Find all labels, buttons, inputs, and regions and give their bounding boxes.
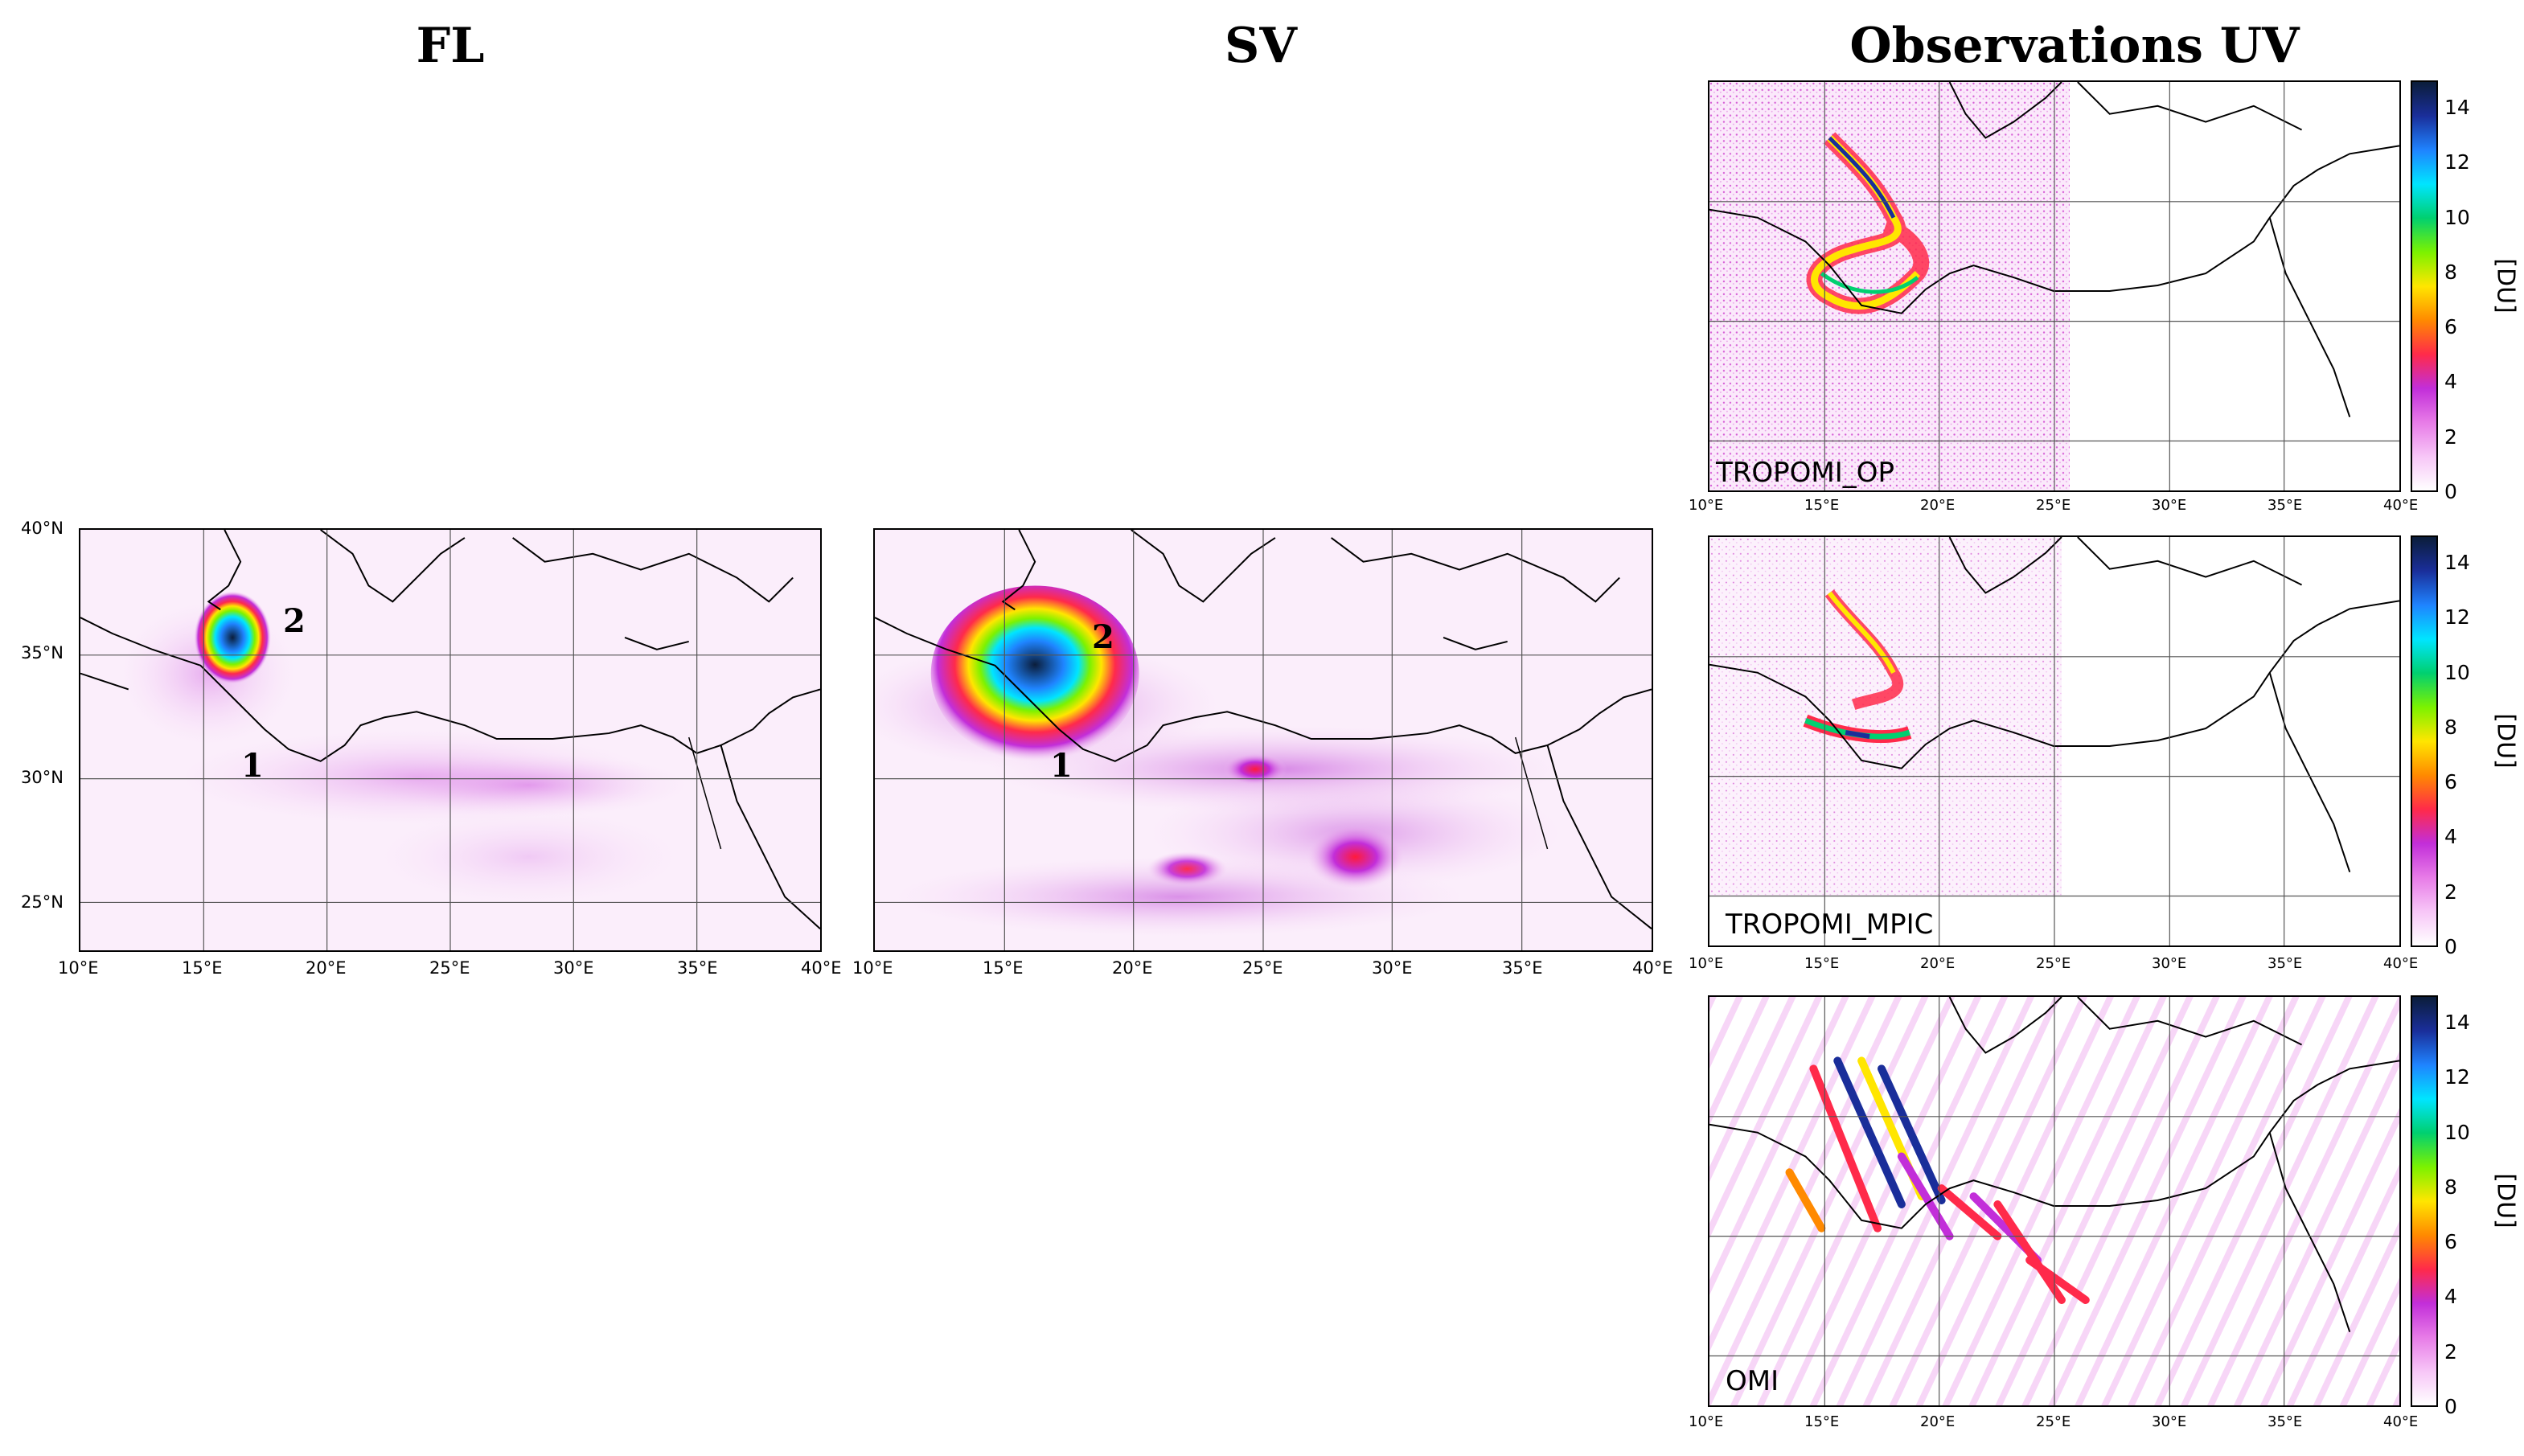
- lat-tick-25-fl: 25°N: [21, 892, 64, 912]
- marker-1-sv: 1: [1050, 747, 1073, 785]
- map-sv: 1 2: [873, 528, 1653, 952]
- lon-tick: 25°E: [2036, 497, 2071, 514]
- lon-tick-fl: 10°E: [58, 958, 99, 978]
- colorbar-tick: 10: [2444, 205, 2470, 229]
- label-tropomi-mpic: TROPOMI_MPIC: [1726, 908, 1934, 941]
- lon-tick: 35°E: [2267, 1413, 2303, 1430]
- title-observations: Observations UV: [1849, 18, 2300, 74]
- lon-tick-fl: 20°E: [306, 958, 347, 978]
- colorbar-tick: 14: [2444, 1011, 2470, 1035]
- lon-tick-sv: 10°E: [852, 958, 893, 978]
- colorbar-tick: 8: [2444, 260, 2457, 284]
- title-sv: SV: [1225, 18, 1297, 74]
- colorbar-tick: 14: [2444, 551, 2470, 575]
- lon-tick: 15°E: [1804, 497, 1840, 514]
- lon-tick-sv: 15°E: [983, 958, 1024, 978]
- lon-tick: 30°E: [2152, 1413, 2187, 1430]
- lon-tick-sv: 35°E: [1502, 958, 1543, 978]
- colorbar: [2411, 995, 2438, 1407]
- lon-tick-sv: 20°E: [1112, 958, 1153, 978]
- marker-2-sv: 2: [1092, 618, 1114, 656]
- colorbar-tick: 8: [2444, 715, 2457, 739]
- map-omi: OMI: [1708, 995, 2401, 1407]
- colorbar-tick: 2: [2444, 1339, 2457, 1364]
- colorbar-unit: [DU]: [2491, 713, 2520, 769]
- lat-tick-30-fl: 30°N: [21, 768, 64, 787]
- lon-tick: 40°E: [2383, 955, 2419, 972]
- colorbar-tick: 10: [2444, 1120, 2470, 1144]
- map-fl: 1 2: [79, 528, 822, 952]
- colorbar-tick: 4: [2444, 1285, 2457, 1309]
- colorbar-tick: 6: [2444, 770, 2457, 794]
- title-fl: FL: [416, 18, 485, 74]
- lon-tick-fl: 30°E: [553, 958, 594, 978]
- colorbar-tick: 2: [2444, 424, 2457, 449]
- lat-tick-35-fl: 35°N: [21, 643, 64, 662]
- colorbar-tick: 12: [2444, 1065, 2470, 1089]
- colorbar-tick: 4: [2444, 370, 2457, 394]
- lon-tick: 25°E: [2036, 955, 2071, 972]
- map-tropomi-mpic: TROPOMI_MPIC: [1708, 535, 2401, 947]
- colorbar-tick: 0: [2444, 935, 2457, 958]
- colorbar-tick: 4: [2444, 825, 2457, 849]
- lon-tick-fl: 15°E: [182, 958, 223, 978]
- colorbar-tick: 8: [2444, 1175, 2457, 1199]
- lon-tick: 35°E: [2267, 497, 2303, 514]
- lon-tick: 15°E: [1804, 955, 1840, 972]
- lon-tick-fl: 40°E: [801, 958, 842, 978]
- lon-tick: 10°E: [1689, 955, 1724, 972]
- marker-1-fl: 1: [241, 747, 264, 785]
- lon-tick: 10°E: [1689, 497, 1724, 514]
- lon-tick-fl: 35°E: [677, 958, 718, 978]
- colorbar-tick: 2: [2444, 880, 2457, 904]
- lon-tick: 20°E: [1920, 497, 1956, 514]
- lon-tick: 25°E: [2036, 1413, 2071, 1430]
- lon-tick: 20°E: [1920, 955, 1956, 972]
- lon-tick: 10°E: [1689, 1413, 1724, 1430]
- lon-tick: 40°E: [2383, 497, 2419, 514]
- colorbar-tick: 10: [2444, 660, 2470, 684]
- lon-tick: 40°E: [2383, 1413, 2419, 1430]
- marker-2-fl: 2: [283, 602, 306, 640]
- colorbar: [2411, 535, 2438, 947]
- lon-tick: 20°E: [1920, 1413, 1956, 1430]
- lon-tick-sv: 25°E: [1242, 958, 1283, 978]
- lon-tick: 35°E: [2267, 955, 2303, 972]
- label-tropomi-op: TROPOMI_OP: [1716, 457, 1895, 489]
- lon-tick: 15°E: [1804, 1413, 1840, 1430]
- map-tropomi-op: TROPOMI_OP: [1708, 80, 2401, 492]
- colorbar-tick: 6: [2444, 315, 2457, 339]
- lon-tick: 30°E: [2152, 497, 2187, 514]
- colorbar-tick: 0: [2444, 1395, 2457, 1418]
- colorbar-unit: [DU]: [2491, 258, 2520, 314]
- lon-tick-sv: 40°E: [1632, 958, 1673, 978]
- lat-tick-40-fl: 40°N: [21, 519, 64, 538]
- lon-tick: 30°E: [2152, 955, 2187, 972]
- colorbar-unit: [DU]: [2491, 1173, 2520, 1228]
- label-omi: OMI: [1726, 1365, 1779, 1397]
- colorbar-tick: 12: [2444, 605, 2470, 630]
- colorbar-tick: 0: [2444, 480, 2457, 503]
- lon-tick-fl: 25°E: [429, 958, 470, 978]
- colorbar-tick: 6: [2444, 1230, 2457, 1254]
- colorbar-tick: 14: [2444, 96, 2470, 120]
- colorbar-tick: 12: [2444, 150, 2470, 174]
- lon-tick-sv: 30°E: [1372, 958, 1413, 978]
- colorbar: [2411, 80, 2438, 492]
